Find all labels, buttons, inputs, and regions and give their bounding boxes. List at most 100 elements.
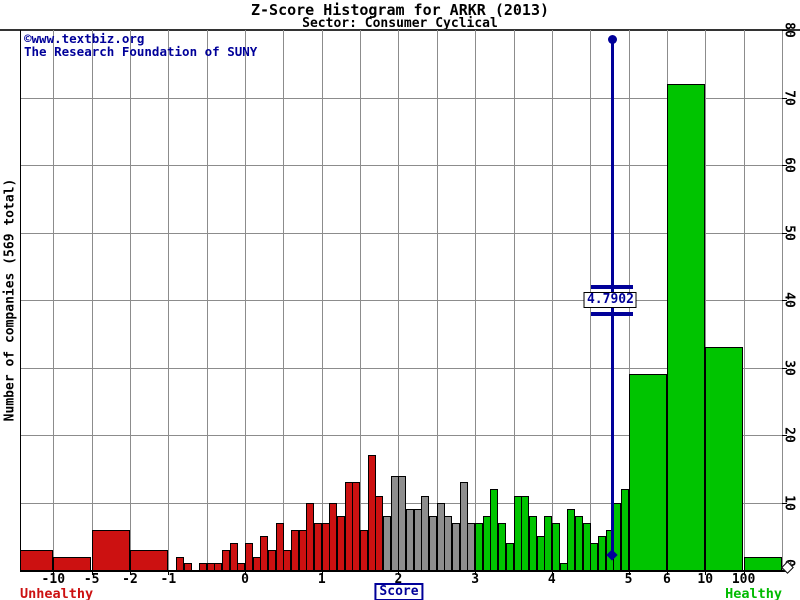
- histogram-bar: [552, 522, 560, 571]
- horizontal-gridline: [20, 435, 782, 436]
- watermark-url: ©www.textbiz.org: [24, 31, 145, 46]
- histogram-bar: [20, 549, 53, 571]
- vertical-gridline: [514, 30, 515, 570]
- x-tick-label: -5: [83, 572, 100, 587]
- histogram-bar: [529, 516, 537, 571]
- y-axis-label: Number of companies (569 total): [2, 178, 18, 422]
- x-tick-label: -2: [122, 572, 138, 587]
- histogram-bar: [498, 522, 506, 571]
- y-tick-mark: [782, 502, 787, 504]
- horizontal-gridline: [20, 300, 782, 301]
- histogram-bar: [176, 556, 184, 571]
- x-tick-mark: [92, 570, 93, 575]
- x-tick-mark: [667, 570, 668, 575]
- y-tick-mark: [782, 165, 787, 166]
- histogram-bar: [383, 516, 391, 571]
- horizontal-gridline: [20, 367, 782, 369]
- chart-title: Z-Score Histogram for ARKR (2013): [250, 1, 549, 19]
- vertical-gridline: [53, 30, 54, 570]
- histogram-bar: [283, 549, 291, 571]
- marker-lower-cap: [591, 311, 634, 316]
- horizontal-gridline: [20, 97, 782, 99]
- histogram-bar: [260, 536, 268, 571]
- vertical-gridline: [744, 30, 745, 570]
- histogram-bar: [421, 495, 429, 571]
- vertical-gridline: [92, 30, 93, 570]
- vertical-gridline: [552, 30, 553, 570]
- x-tick-mark: [475, 570, 476, 575]
- histogram-bar: [452, 522, 460, 571]
- histogram-bar: [575, 516, 583, 571]
- histogram-bar: [705, 347, 743, 571]
- x-tick-label: 4: [547, 572, 556, 587]
- x-tick-mark: [705, 570, 706, 575]
- marker-top-dot: [607, 35, 617, 44]
- x-tick-label: 6: [662, 572, 671, 587]
- histogram-bar: [406, 509, 414, 571]
- x-tick-label: 10: [697, 572, 714, 587]
- x-tick-mark: [168, 570, 169, 575]
- x-tick-mark: [629, 570, 630, 575]
- histogram-bar: [375, 495, 383, 571]
- y-tick-mark: [782, 300, 787, 301]
- y-tick-mark: [782, 435, 787, 436]
- vertical-gridline: [360, 30, 361, 570]
- y-tick-mark: [782, 97, 787, 99]
- vertical-gridline: [245, 30, 246, 570]
- chart-subtitle: Sector: Consumer Cyclical: [302, 16, 498, 31]
- histogram-bar: [467, 522, 475, 571]
- vertical-gridline: [475, 30, 476, 570]
- x-tick-mark: [322, 570, 323, 575]
- histogram-bar: [222, 549, 230, 571]
- histogram-bar: [629, 374, 667, 571]
- y-tick-mark: [782, 30, 787, 31]
- x-tick-label: 2: [394, 572, 403, 587]
- histogram-bar: [398, 475, 406, 571]
- histogram-bar: [337, 516, 345, 571]
- histogram-bar: [744, 556, 782, 571]
- x-tick-label: 0: [241, 572, 249, 587]
- vertical-gridline: [705, 30, 706, 570]
- vertical-gridline: [398, 30, 399, 570]
- marker-value-label: 4.7902: [583, 292, 637, 308]
- x-tick-label: 100: [731, 572, 756, 587]
- histogram-bar: [444, 516, 452, 571]
- x-axis-title: Score: [374, 583, 424, 600]
- x-tick-label: 5: [624, 572, 633, 587]
- histogram-bar: [352, 482, 360, 571]
- histogram-bar: [268, 549, 276, 571]
- histogram-bar: [314, 522, 322, 571]
- unhealthy-zone-label: Unhealthy: [20, 586, 94, 600]
- watermark-foundation: The Research Foundation of SUNY: [24, 44, 258, 59]
- x-tick-label: -1: [160, 572, 177, 587]
- vertical-gridline: [322, 30, 323, 570]
- y-axis-line: [20, 30, 21, 570]
- histogram-bar: [621, 489, 629, 571]
- x-tick-label: 1: [317, 572, 326, 587]
- histogram-bar: [92, 529, 130, 571]
- histogram-bar: [590, 543, 598, 571]
- vertical-gridline: [130, 30, 131, 570]
- y-tick-mark: [782, 232, 787, 234]
- x-tick-mark: [398, 570, 399, 575]
- histogram-bar: [291, 529, 299, 571]
- histogram-bar: [490, 489, 498, 571]
- vertical-gridline: [437, 30, 438, 570]
- x-tick-label: 3: [471, 572, 480, 587]
- vertical-gridline: [283, 30, 284, 570]
- x-tick-mark: [245, 570, 246, 575]
- histogram-bar: [245, 543, 253, 571]
- plot-top-border: [0, 29, 800, 31]
- healthy-zone-label: Healthy: [725, 586, 782, 600]
- histogram-bar: [329, 502, 337, 571]
- horizontal-gridline: [20, 165, 782, 166]
- x-axis-line: [20, 570, 787, 572]
- horizontal-gridline: [20, 232, 782, 234]
- vertical-gridline: [168, 30, 169, 570]
- histogram-bar: [544, 516, 552, 571]
- histogram-bar: [360, 529, 368, 571]
- histogram-bar: [506, 543, 514, 571]
- histogram-bar: [598, 536, 606, 571]
- histogram-bar: [667, 84, 705, 571]
